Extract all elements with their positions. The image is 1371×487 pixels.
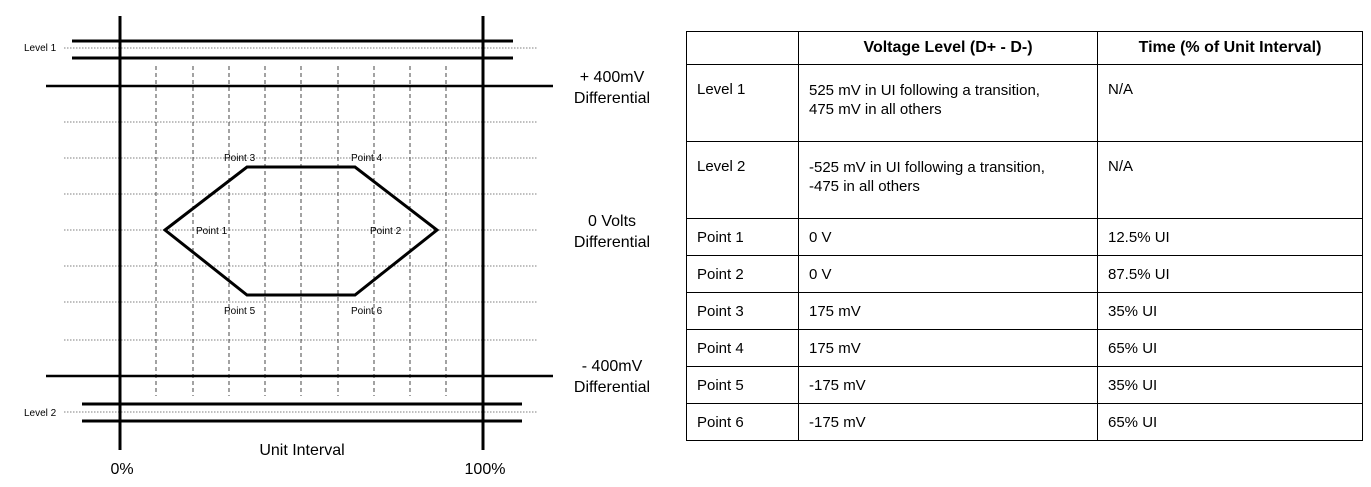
table-row: Point 4 175 mV 65% UI — [686, 329, 1363, 367]
table-row: Point 6 -175 mV 65% UI — [686, 403, 1363, 441]
row-name: Point 6 — [686, 403, 799, 441]
hundred-percent-label: 100% — [465, 461, 506, 478]
row-voltage: -175 mV — [798, 366, 1098, 404]
row-time: 35% UI — [1097, 366, 1363, 404]
row-voltage: 0 V — [798, 255, 1098, 293]
row-name: Level 2 — [686, 141, 799, 219]
level1-label: Level 1 — [24, 43, 57, 54]
table-row: Point 3 175 mV 35% UI — [686, 292, 1363, 330]
eye-diagram: Level 1 Level 2 Point 3 Point 4 Point 1 … — [24, 16, 650, 478]
plus-400mv-label: + 400mV — [580, 69, 645, 86]
header-time: Time (% of Unit Interval) — [1097, 31, 1363, 65]
row-name: Point 1 — [686, 218, 799, 256]
unit-interval-label: Unit Interval — [259, 442, 344, 459]
row-voltage: 175 mV — [798, 292, 1098, 330]
row-time: 65% UI — [1097, 403, 1363, 441]
row-name: Level 1 — [686, 64, 799, 142]
table-header-row: Voltage Level (D+ - D-) Time (% of Unit … — [686, 31, 1363, 65]
zero-volts-label: 0 Volts — [588, 213, 636, 230]
table-row: Level 2 -525 mV in UI following a transi… — [686, 141, 1363, 219]
point6-label: Point 6 — [351, 306, 383, 317]
row-voltage: -525 mV in UI following a transition, -4… — [798, 141, 1098, 219]
header-voltage: Voltage Level (D+ - D-) — [798, 31, 1098, 65]
row-name: Point 4 — [686, 329, 799, 367]
table-row: Point 2 0 V 87.5% UI — [686, 255, 1363, 293]
point1-label: Point 1 — [196, 226, 228, 237]
row-time: 35% UI — [1097, 292, 1363, 330]
zero-volts-differential-label: Differential — [574, 234, 650, 251]
row-time: N/A — [1097, 141, 1363, 219]
row-voltage: 175 mV — [798, 329, 1098, 367]
row-time: N/A — [1097, 64, 1363, 142]
point3-label: Point 3 — [224, 153, 256, 164]
minus-400mv-label: - 400mV — [582, 358, 643, 375]
point2-label: Point 2 — [370, 226, 402, 237]
header-name — [686, 31, 799, 65]
differential-lines — [46, 84, 553, 378]
table-row: Point 1 0 V 12.5% UI — [686, 218, 1363, 256]
table-row: Level 1 525 mV in UI following a transit… — [686, 64, 1363, 142]
row-voltage: -175 mV — [798, 403, 1098, 441]
minus-400mv-differential-label: Differential — [574, 379, 650, 396]
vertical-grid — [155, 66, 447, 396]
plus-400mv-differential-label: Differential — [574, 90, 650, 107]
table-row: Point 5 -175 mV 35% UI — [686, 366, 1363, 404]
eye-mask-hexagon — [162, 165, 440, 297]
row-time: 12.5% UI — [1097, 218, 1363, 256]
zero-percent-label: 0% — [110, 461, 133, 478]
unit-interval-boundaries — [118, 16, 485, 450]
row-voltage: 525 mV in UI following a transition, 475… — [798, 64, 1098, 142]
point5-label: Point 5 — [224, 306, 256, 317]
level-lines — [72, 39, 522, 423]
voltage-line: -475 in all others — [809, 178, 920, 195]
row-time: 87.5% UI — [1097, 255, 1363, 293]
voltage-line: -525 mV in UI following a transition, — [809, 159, 1045, 176]
level2-label: Level 2 — [24, 408, 57, 419]
voltage-line: 475 mV in all others — [809, 101, 942, 118]
row-name: Point 5 — [686, 366, 799, 404]
voltage-line: 525 mV in UI following a transition, — [809, 82, 1040, 99]
row-name: Point 2 — [686, 255, 799, 293]
row-voltage: 0 V — [798, 218, 1098, 256]
point4-label: Point 4 — [351, 153, 383, 164]
eye-mask-spec-table: Voltage Level (D+ - D-) Time (% of Unit … — [686, 31, 1363, 441]
row-name: Point 3 — [686, 292, 799, 330]
row-time: 65% UI — [1097, 329, 1363, 367]
